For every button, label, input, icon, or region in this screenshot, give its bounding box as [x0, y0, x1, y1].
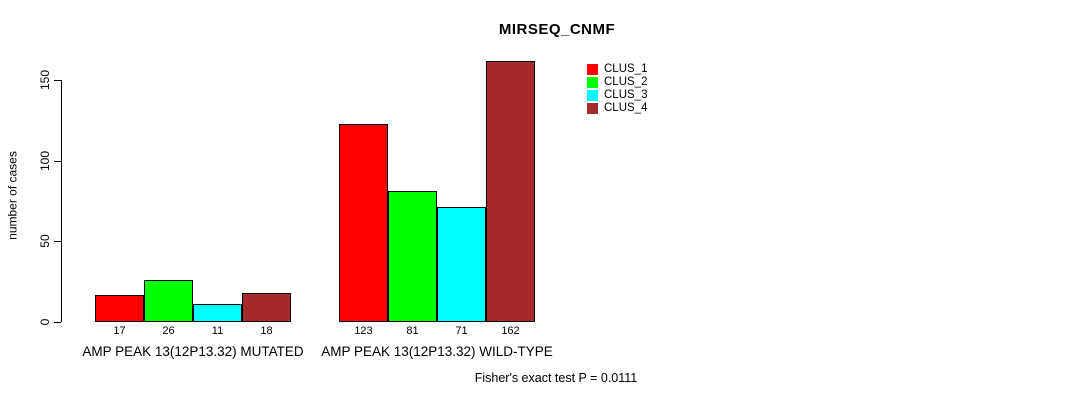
legend-label: CLUS_3 — [604, 89, 648, 101]
bar-clus_3-group2 — [437, 207, 486, 322]
y-tick-label: 0 — [38, 318, 52, 326]
legend-row: CLUS_1 — [587, 63, 648, 75]
chart-title: MIRSEQ_CNMF — [498, 21, 616, 38]
y-tick-label: 150 — [38, 69, 52, 91]
y-tick-mark — [54, 80, 61, 81]
bar-clus_1-group2 — [339, 124, 388, 322]
bar-value-label: 18 — [260, 325, 273, 337]
legend-label: CLUS_2 — [604, 76, 648, 88]
bar-value-label: 162 — [501, 325, 520, 337]
y-tick-mark — [54, 322, 61, 323]
bar-value-label: 26 — [162, 325, 175, 337]
legend-swatch-clus_3 — [587, 90, 598, 101]
y-axis-line — [61, 80, 62, 322]
legend-label: CLUS_1 — [604, 63, 648, 75]
bar-clus_4-group1 — [242, 293, 291, 322]
bar-clus_2-group1 — [144, 280, 193, 322]
legend-swatch-clus_4 — [587, 103, 598, 114]
bar-clus_3-group1 — [193, 304, 242, 322]
y-tick-label: 50 — [38, 234, 52, 248]
bar-value-label: 81 — [406, 325, 419, 337]
legend-row: CLUS_4 — [587, 102, 648, 114]
legend-row: CLUS_3 — [587, 89, 648, 101]
bar-clus_1-group1 — [95, 295, 144, 322]
bar-value-label: 11 — [211, 325, 224, 337]
bar-value-label: 123 — [354, 325, 373, 337]
bar-value-label: 17 — [113, 325, 126, 337]
bar-clus_4-group2 — [486, 61, 535, 322]
legend-swatch-clus_1 — [587, 64, 598, 75]
legend-label: CLUS_4 — [604, 102, 648, 114]
legend: CLUS_1 CLUS_2 CLUS_3 CLUS_4 — [587, 63, 648, 116]
legend-row: CLUS_2 — [587, 76, 648, 88]
group-label: AMP PEAK 13(12P13.32) WILD-TYPE — [321, 344, 553, 359]
group-label: AMP PEAK 13(12P13.32) MUTATED — [82, 344, 304, 359]
legend-swatch-clus_2 — [587, 77, 598, 88]
y-tick-mark — [54, 241, 61, 242]
bar-clus_2-group2 — [388, 191, 437, 322]
bar-value-label: 71 — [455, 325, 468, 337]
fisher-test-annotation: Fisher's exact test P = 0.0111 — [474, 371, 638, 385]
y-axis-label: number of cases — [5, 151, 20, 240]
y-tick-label: 100 — [38, 150, 52, 172]
y-tick-mark — [54, 161, 61, 162]
